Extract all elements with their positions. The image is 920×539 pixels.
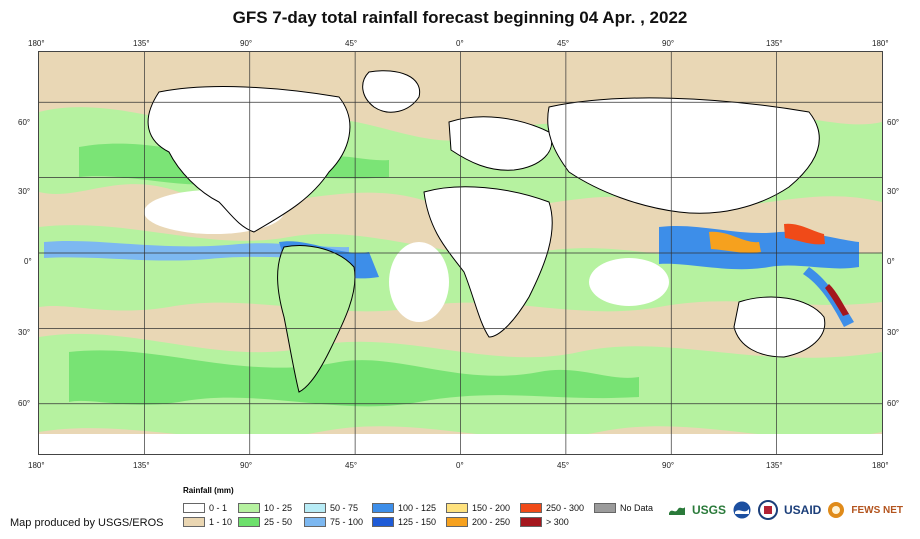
lon-label: 135° <box>133 39 150 48</box>
legend-title: Rainfall (mm) <box>183 486 234 495</box>
legend-item: 125 - 150 <box>372 517 436 527</box>
lon-label: 180° <box>28 461 45 470</box>
lat-label: 30° <box>887 187 900 196</box>
continent-south-america <box>277 245 356 393</box>
lat-label: 0° <box>24 257 32 266</box>
legend-swatch-gt-300 <box>520 517 542 527</box>
legend-swatch-25-50 <box>238 517 260 527</box>
legend-item: 100 - 125 <box>372 503 436 513</box>
rain-band-south-strong <box>69 350 639 407</box>
lon-label: 45° <box>557 39 570 48</box>
legend-label: 150 - 200 <box>472 503 511 513</box>
legend-label: 100 - 125 <box>398 503 437 513</box>
lon-label: 45° <box>557 461 570 470</box>
lon-label: 135° <box>766 39 783 48</box>
legend-swatch-250-300 <box>520 503 542 513</box>
lat-label: 30° <box>18 328 31 337</box>
legend-label: 25 - 50 <box>264 517 293 527</box>
continent-north-america <box>147 86 351 233</box>
fewsnet-logo-icon <box>828 502 845 518</box>
legend-item: 25 - 50 <box>238 517 292 527</box>
rainfall-map-svg <box>39 52 882 454</box>
legend-item: 0 - 1 <box>183 503 227 513</box>
legend-swatch-0-1 <box>183 503 205 513</box>
lon-label: 0° <box>456 39 464 48</box>
lon-label: 180° <box>872 39 889 48</box>
itcz-band-pacific <box>44 240 349 261</box>
lon-label: 90° <box>662 461 675 470</box>
usgs-logo: USGS <box>692 503 727 517</box>
lon-label: 45° <box>345 461 358 470</box>
lat-label: 60° <box>887 399 900 408</box>
lat-label: 60° <box>18 118 31 127</box>
lat-label: 0° <box>887 257 895 266</box>
lon-label: 90° <box>240 461 253 470</box>
graticule <box>39 52 882 454</box>
continent-africa <box>423 186 553 338</box>
legend-item: 75 - 100 <box>304 517 363 527</box>
credit-text: Map produced by USGS/EROS <box>10 517 164 529</box>
lat-label: 30° <box>887 328 900 337</box>
very-heavy-rain-spcz <box>825 284 849 316</box>
legend-item: 1 - 10 <box>183 517 232 527</box>
legend-item: 200 - 250 <box>446 517 510 527</box>
continent-greenland <box>362 70 421 113</box>
continent-europe <box>448 116 552 171</box>
usaid-logo: USAID <box>784 503 822 517</box>
continent-australia <box>733 296 826 358</box>
legend-swatch-75-100 <box>304 517 326 527</box>
usaid-seal-icon <box>758 500 779 520</box>
legend-item: 10 - 25 <box>238 503 292 513</box>
lon-label: 45° <box>345 39 358 48</box>
legend-swatch-1-10 <box>183 517 205 527</box>
lat-label: 30° <box>18 187 31 196</box>
legend-label: 10 - 25 <box>264 503 293 513</box>
legend-item: No Data <box>594 503 653 513</box>
noaa-logo-icon <box>732 500 752 520</box>
lat-label: 60° <box>887 118 900 127</box>
lon-label: 0° <box>456 461 464 470</box>
legend-label: 50 - 75 <box>330 503 359 513</box>
lon-label: 135° <box>133 461 150 470</box>
legend-label: 75 - 100 <box>330 517 364 527</box>
map-title: GFS 7-day total rainfall forecast beginn… <box>232 8 688 27</box>
usgs-logo-icon <box>669 507 685 515</box>
legend-swatch-150-200 <box>446 503 468 513</box>
agency-logos: USGS USAID FEWS NET <box>668 500 903 520</box>
dry-zone-indian <box>589 258 669 306</box>
continent-asia <box>547 97 820 214</box>
very-heavy-rain-maritime <box>709 231 761 253</box>
lon-label: 90° <box>240 39 253 48</box>
dry-zone-atlantic <box>389 242 449 322</box>
legend-item: 150 - 200 <box>446 503 510 513</box>
legend-swatch-10-25 <box>238 503 260 513</box>
legend-swatch-100-125 <box>372 503 394 513</box>
lat-label: 60° <box>18 399 31 408</box>
fewsnet-logo: FEWS NET <box>851 504 904 516</box>
lon-label: 135° <box>766 461 783 470</box>
lon-label: 180° <box>872 461 889 470</box>
legend-swatch-50-75 <box>304 503 326 513</box>
legend-item: 250 - 300 <box>520 503 584 513</box>
legend-label: 1 - 10 <box>209 517 233 527</box>
legend-label: 200 - 250 <box>472 517 511 527</box>
legend-item: > 300 <box>520 517 569 527</box>
legend-label: > 300 <box>546 517 569 527</box>
legend-label: 0 - 1 <box>209 503 228 513</box>
legend-label: 250 - 300 <box>546 503 585 513</box>
legend-swatch-125-150 <box>372 517 394 527</box>
lon-label: 180° <box>28 39 45 48</box>
legend-item: 50 - 75 <box>304 503 358 513</box>
very-heavy-rain-png <box>784 223 825 245</box>
rainfall-map <box>38 51 883 455</box>
lon-label: 90° <box>662 39 675 48</box>
legend-label: No Data <box>620 503 654 513</box>
legend-swatch-no-data <box>594 503 616 513</box>
legend-swatch-200-250 <box>446 517 468 527</box>
legend-label: 125 - 150 <box>398 517 437 527</box>
